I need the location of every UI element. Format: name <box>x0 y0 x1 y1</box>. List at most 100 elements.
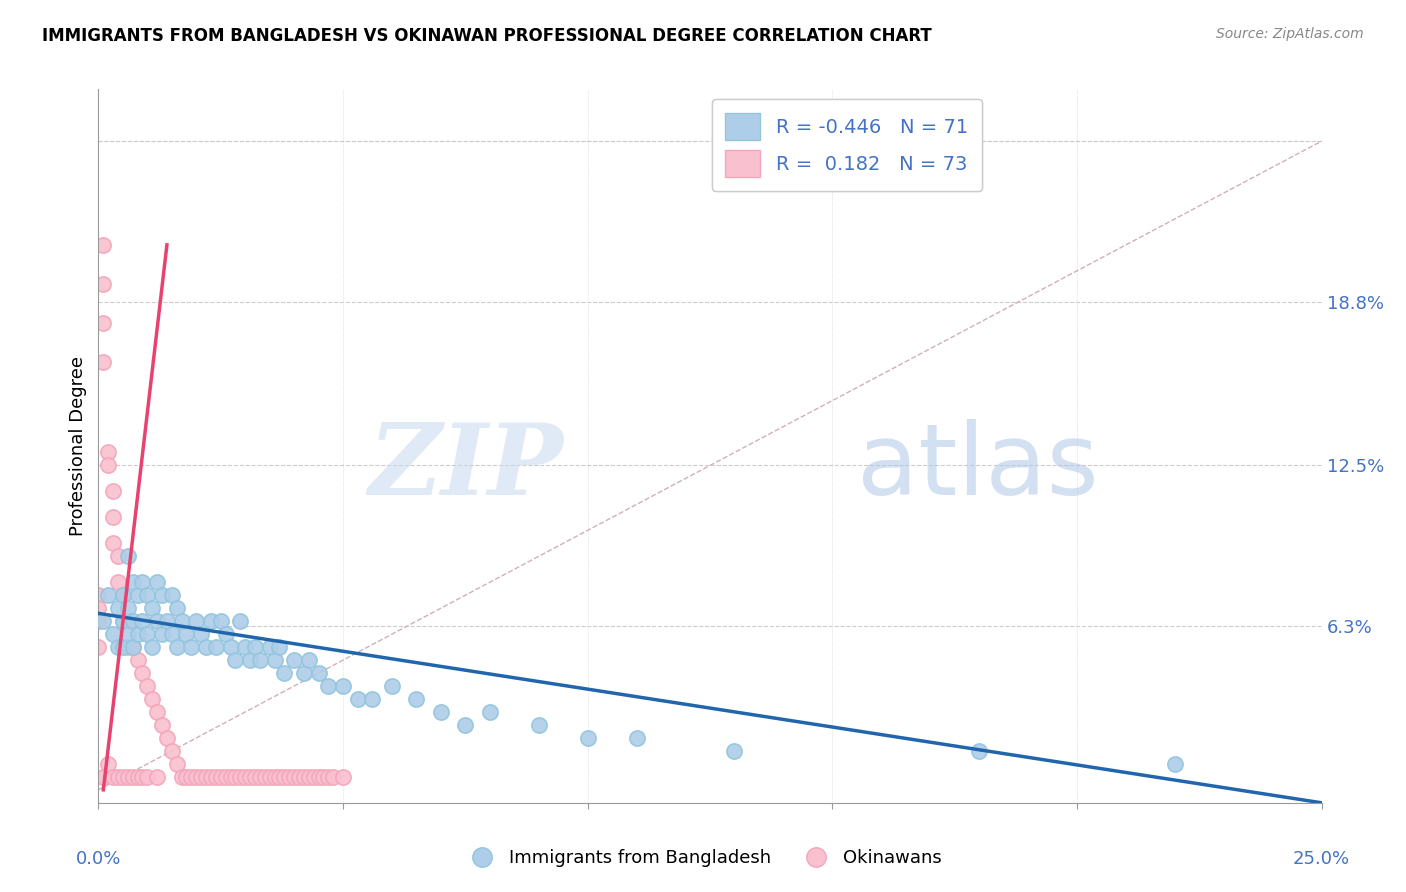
Point <box>160 744 183 758</box>
Point <box>160 627 183 641</box>
Point <box>146 614 169 628</box>
Point <box>170 614 193 628</box>
Point <box>146 770 169 784</box>
Legend: R = -0.446   N = 71, R =  0.182   N = 73: R = -0.446 N = 71, R = 0.182 N = 73 <box>711 99 981 191</box>
Point <box>205 640 228 654</box>
Point <box>224 653 246 667</box>
Point <box>91 277 114 291</box>
Point <box>243 770 266 784</box>
Point <box>322 770 344 784</box>
Point <box>430 705 453 719</box>
Point <box>117 627 139 641</box>
Point <box>111 614 134 628</box>
Point <box>91 770 114 784</box>
Point <box>239 770 262 784</box>
Point <box>332 770 354 784</box>
Point <box>332 679 354 693</box>
Point <box>259 770 281 784</box>
Point <box>117 770 139 784</box>
Point <box>1164 756 1187 771</box>
Point <box>249 770 271 784</box>
Point <box>278 770 301 784</box>
Point <box>190 627 212 641</box>
Point <box>111 588 134 602</box>
Point <box>127 627 149 641</box>
Point <box>121 640 143 654</box>
Point <box>107 601 129 615</box>
Point <box>361 692 384 706</box>
Point <box>283 770 305 784</box>
Point <box>136 679 159 693</box>
Point <box>141 601 163 615</box>
Point <box>107 575 129 590</box>
Point <box>186 614 208 628</box>
Point <box>166 756 188 771</box>
Point <box>219 770 242 784</box>
Point <box>269 770 291 784</box>
Point <box>91 316 114 330</box>
Point <box>346 692 368 706</box>
Point <box>233 770 256 784</box>
Point <box>243 640 266 654</box>
Point <box>298 770 321 784</box>
Point <box>111 770 134 784</box>
Point <box>87 614 110 628</box>
Text: Source: ZipAtlas.com: Source: ZipAtlas.com <box>1216 27 1364 41</box>
Point <box>97 588 120 602</box>
Point <box>273 666 295 681</box>
Point <box>214 627 236 641</box>
Point <box>141 692 163 706</box>
Point <box>97 445 120 459</box>
Text: 0.0%: 0.0% <box>76 849 121 868</box>
Point <box>127 588 149 602</box>
Point <box>263 770 285 784</box>
Point <box>121 575 143 590</box>
Point <box>233 640 256 654</box>
Point <box>626 731 648 745</box>
Text: IMMIGRANTS FROM BANGLADESH VS OKINAWAN PROFESSIONAL DEGREE CORRELATION CHART: IMMIGRANTS FROM BANGLADESH VS OKINAWAN P… <box>42 27 932 45</box>
Point <box>180 770 202 784</box>
Point <box>405 692 427 706</box>
Point <box>146 575 169 590</box>
Point <box>111 640 134 654</box>
Point <box>195 640 218 654</box>
Point <box>381 679 404 693</box>
Point <box>190 770 212 784</box>
Text: atlas: atlas <box>856 419 1098 516</box>
Legend: Immigrants from Bangladesh, Okinawans: Immigrants from Bangladesh, Okinawans <box>457 842 949 874</box>
Point <box>107 640 129 654</box>
Point <box>136 770 159 784</box>
Point <box>101 484 124 499</box>
Point <box>454 718 477 732</box>
Text: 25.0%: 25.0% <box>1294 849 1350 868</box>
Point <box>253 770 276 784</box>
Point <box>117 549 139 564</box>
Point <box>150 718 173 732</box>
Point <box>127 770 149 784</box>
Point <box>723 744 745 758</box>
Point <box>170 770 193 784</box>
Point <box>121 640 143 654</box>
Point <box>176 770 198 784</box>
Point <box>160 588 183 602</box>
Point <box>87 601 110 615</box>
Point <box>298 653 321 667</box>
Point <box>219 640 242 654</box>
Point <box>136 627 159 641</box>
Point <box>527 718 550 732</box>
Point <box>200 770 222 784</box>
Point <box>101 627 124 641</box>
Point <box>127 653 149 667</box>
Point <box>107 770 129 784</box>
Point <box>273 770 295 784</box>
Point <box>101 510 124 524</box>
Point <box>195 770 218 784</box>
Point <box>121 614 143 628</box>
Point <box>146 705 169 719</box>
Point <box>101 770 124 784</box>
Point <box>263 653 285 667</box>
Point <box>576 731 599 745</box>
Point <box>176 627 198 641</box>
Point <box>101 536 124 550</box>
Point <box>200 614 222 628</box>
